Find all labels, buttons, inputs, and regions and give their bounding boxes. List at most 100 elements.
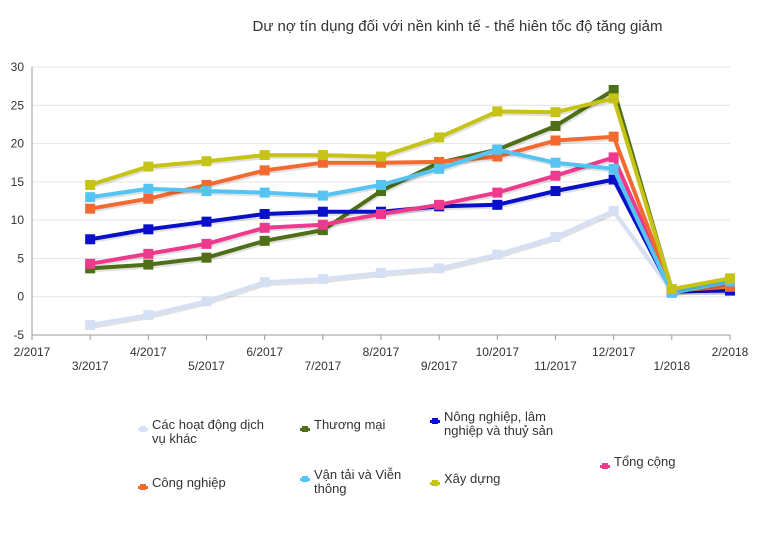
- data-point[interactable]: [143, 183, 154, 194]
- data-point[interactable]: [201, 296, 212, 307]
- x-tick-label: 8/2017: [363, 345, 400, 359]
- data-point[interactable]: [492, 249, 503, 260]
- data-point[interactable]: [434, 163, 445, 174]
- data-point[interactable]: [492, 187, 503, 198]
- data-point[interactable]: [85, 234, 96, 245]
- data-point[interactable]: [201, 216, 212, 227]
- data-point[interactable]: [492, 106, 503, 117]
- legend-item[interactable]: Công nghiệp: [138, 476, 268, 490]
- data-point[interactable]: [317, 190, 328, 201]
- data-point[interactable]: [666, 284, 677, 295]
- data-point[interactable]: [492, 144, 503, 155]
- data-point[interactable]: [608, 163, 619, 174]
- data-point[interactable]: [608, 174, 619, 185]
- data-point[interactable]: [143, 259, 154, 270]
- data-point[interactable]: [376, 157, 386, 168]
- data-point[interactable]: [85, 192, 96, 203]
- data-point[interactable]: [85, 258, 96, 269]
- data-point[interactable]: [550, 135, 561, 146]
- series-line: [89, 134, 731, 293]
- data-point[interactable]: [608, 152, 619, 163]
- data-point[interactable]: [317, 150, 328, 161]
- legend-label: Công nghiệp: [152, 475, 226, 490]
- data-point[interactable]: [143, 161, 154, 172]
- series-line: [89, 209, 730, 327]
- data-point[interactable]: [259, 165, 270, 176]
- data-point[interactable]: [608, 93, 619, 104]
- legend-item[interactable]: Các hoạt động dịch vụ khác: [138, 418, 268, 446]
- y-tick-label: 20: [11, 137, 25, 151]
- data-point[interactable]: [608, 205, 619, 216]
- data-point[interactable]: [201, 238, 212, 249]
- data-point[interactable]: [434, 199, 445, 210]
- legend-item[interactable]: Xây dựng: [430, 472, 560, 486]
- data-point[interactable]: [376, 179, 386, 190]
- data-point[interactable]: [317, 274, 328, 285]
- data-point[interactable]: [317, 206, 328, 217]
- data-point[interactable]: [259, 187, 270, 198]
- data-point[interactable]: [608, 131, 619, 142]
- data-point[interactable]: [317, 157, 328, 168]
- data-point[interactable]: [492, 199, 503, 210]
- data-point[interactable]: [259, 222, 270, 233]
- data-point[interactable]: [608, 84, 619, 95]
- data-point[interactable]: [85, 320, 96, 331]
- data-point[interactable]: [201, 179, 212, 190]
- x-tick-label: 1/2018: [653, 359, 690, 373]
- legend-swatch: [138, 484, 148, 490]
- data-point[interactable]: [550, 107, 561, 118]
- axes: [31, 67, 731, 340]
- legend-item[interactable]: Nông nghiệp, lâm nghiệp và thuỷ sản: [430, 410, 570, 438]
- data-point[interactable]: [143, 248, 154, 259]
- x-tick-label: 5/2017: [188, 359, 225, 373]
- data-point[interactable]: [550, 231, 561, 242]
- x-tick-label: 9/2017: [421, 359, 458, 373]
- data-point[interactable]: [259, 235, 270, 246]
- data-point[interactable]: [259, 150, 270, 161]
- y-tick-label: 10: [11, 213, 25, 227]
- legend-swatch: [300, 426, 310, 432]
- legend-swatch: [600, 463, 610, 469]
- data-point[interactable]: [434, 156, 445, 167]
- data-point[interactable]: [434, 132, 445, 143]
- y-tick-label: 0: [17, 290, 24, 304]
- data-point[interactable]: [317, 219, 328, 230]
- data-point[interactable]: [259, 277, 270, 288]
- data-point[interactable]: [550, 120, 561, 131]
- data-point[interactable]: [725, 281, 735, 292]
- data-point[interactable]: [85, 203, 96, 214]
- legend-label: Thương mại: [314, 417, 386, 432]
- legend-item[interactable]: Thương mại: [300, 418, 430, 432]
- data-point[interactable]: [550, 186, 561, 197]
- data-point[interactable]: [434, 263, 445, 274]
- data-point[interactable]: [201, 252, 212, 263]
- x-tick-label: 3/2017: [72, 359, 109, 373]
- data-point[interactable]: [143, 193, 154, 204]
- data-point[interactable]: [143, 310, 154, 321]
- y-tick-label: 15: [11, 175, 25, 189]
- data-point[interactable]: [376, 209, 386, 220]
- legend-label: Xây dựng: [444, 471, 501, 486]
- legend-swatch: [300, 476, 310, 482]
- legend-label: Tổng cộng: [614, 454, 676, 469]
- data-point[interactable]: [550, 170, 561, 181]
- data-point[interactable]: [492, 151, 503, 162]
- data-point[interactable]: [201, 156, 212, 167]
- x-tick-label: 11/2017: [534, 359, 577, 373]
- data-point[interactable]: [317, 225, 328, 236]
- data-point[interactable]: [259, 209, 270, 220]
- x-tick-label: 12/2017: [592, 345, 636, 359]
- data-point[interactable]: [201, 186, 212, 197]
- legend-item[interactable]: Vận tải và Viễn thông: [300, 468, 430, 496]
- data-point[interactable]: [376, 151, 386, 162]
- data-point[interactable]: [376, 186, 386, 197]
- data-point[interactable]: [143, 224, 154, 235]
- data-point[interactable]: [550, 157, 561, 168]
- data-point[interactable]: [376, 267, 386, 278]
- legend-item[interactable]: Tổng cộng: [600, 455, 730, 469]
- series-lines: [85, 84, 735, 331]
- legend-label: Các hoạt động dịch vụ khác: [152, 417, 265, 446]
- data-point[interactable]: [725, 273, 735, 284]
- data-point[interactable]: [85, 179, 96, 190]
